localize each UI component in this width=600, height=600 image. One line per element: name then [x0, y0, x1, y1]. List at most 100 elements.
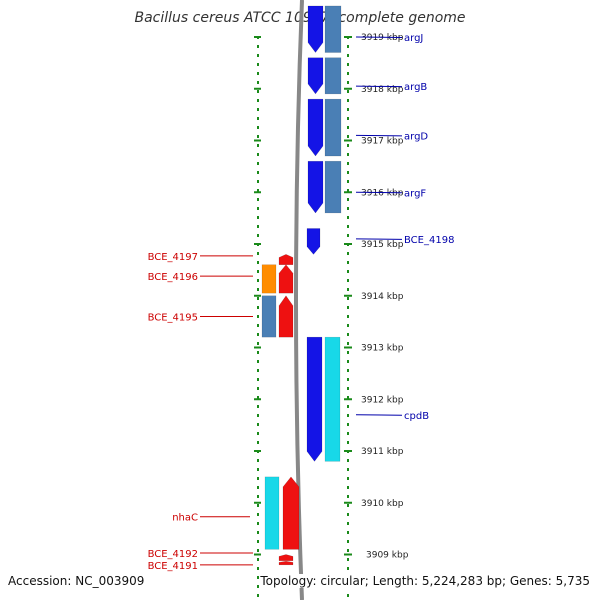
gene-label-argD: argD — [404, 131, 428, 142]
ruler-dot — [347, 63, 349, 66]
leader-line — [355, 36, 403, 38]
tick-label: 3915 kbp — [361, 240, 404, 250]
ruler-dot — [257, 270, 259, 273]
ruler-dot — [347, 405, 349, 408]
ruler-dot — [347, 126, 349, 129]
gene-arrow-argB — [307, 57, 324, 95]
gene-label-BCE_4198: BCE_4198 — [404, 235, 454, 246]
right-gene-labels: argJ argB argD argF BCE_4198 cpdB — [355, 33, 454, 422]
gene-arrow-BCE_4198 — [306, 228, 321, 255]
tick-left — [254, 346, 261, 349]
ruler-dot — [257, 495, 259, 498]
gene-label-argB: argB — [404, 82, 427, 93]
ruler-dot — [347, 558, 349, 561]
ruler-dot — [257, 576, 259, 579]
ruler-dot — [347, 504, 349, 507]
ruler-dot — [257, 153, 259, 156]
left-strand-genes — [261, 254, 300, 566]
ruler-dot — [257, 288, 259, 291]
gene-arrow-argF — [307, 160, 324, 214]
gene-label-BCE_4192: BCE_4192 — [148, 549, 198, 560]
ruler-dot — [257, 540, 259, 543]
ruler-dot — [347, 117, 349, 120]
ruler-dot — [257, 252, 259, 255]
ruler-dot — [347, 81, 349, 84]
ruler-dot — [347, 279, 349, 282]
ruler-dot — [257, 594, 259, 597]
ruler-dot — [347, 72, 349, 75]
ruler-dot — [347, 468, 349, 471]
ruler-dot — [257, 162, 259, 165]
ruler-dot — [257, 207, 259, 210]
ruler-dot — [347, 171, 349, 174]
ruler-dot — [347, 306, 349, 309]
ruler-dot — [347, 288, 349, 291]
gene-box-argF — [324, 160, 342, 214]
tick-label: 3910 kbp — [361, 499, 404, 509]
ruler-dot — [347, 45, 349, 48]
tick-right — [344, 139, 352, 142]
ruler-dot — [257, 225, 259, 228]
ruler-dot — [257, 279, 259, 282]
ruler-dot — [347, 198, 349, 201]
leader-line — [355, 238, 403, 240]
ruler-dot — [257, 306, 259, 309]
leader-line — [355, 134, 403, 137]
accession-text: Accession: NC_003909 — [8, 574, 145, 588]
ruler-dot — [347, 333, 349, 336]
ruler-dot — [257, 180, 259, 183]
ruler-dot — [347, 297, 349, 300]
tick-label: 3917 kbp — [361, 137, 404, 147]
gene-arrow-BCE_4195 — [278, 295, 294, 338]
ruler-dot — [347, 207, 349, 210]
ruler-dot — [347, 441, 349, 444]
ruler-dot — [257, 432, 259, 435]
ruler-dot — [347, 513, 349, 516]
ruler-dot — [347, 234, 349, 237]
gene-box-BCE_4196 — [261, 264, 277, 294]
ruler-dot — [347, 99, 349, 102]
gene-label-BCE_4197: BCE_4197 — [148, 252, 198, 263]
ruler-dot — [257, 324, 259, 327]
gene-box-cpdB — [324, 336, 341, 462]
ruler-dot — [257, 45, 259, 48]
gene-label-BCE_4195: BCE_4195 — [148, 312, 198, 323]
tick-label: 3913 kbp — [361, 344, 404, 354]
ruler-dot — [257, 468, 259, 471]
gene-arrow-cpdB — [306, 336, 323, 462]
ruler-dot — [257, 396, 259, 399]
ruler-dot — [347, 396, 349, 399]
leader-line — [355, 85, 403, 88]
ruler-dot — [347, 153, 349, 156]
gene-arrow-nhaC — [282, 476, 300, 550]
gene-box-argD — [324, 98, 342, 157]
tick-right — [344, 450, 352, 452]
ruler-dot — [257, 369, 259, 372]
ruler-dot — [347, 351, 349, 354]
tick-label: 3916 kbp — [361, 188, 404, 198]
axis-ticks: 3919 kbp 3918 kbp 3917 kbp 3916 kbp 3915 kbp… — [254, 33, 409, 561]
ruler-dot — [347, 225, 349, 228]
ruler-dot — [257, 360, 259, 363]
ruler-dot — [347, 414, 349, 417]
left-gene-labels: BCE_4197 BCE_4196 BCE_4195 nhaC BCE_4192BCE_… — [148, 252, 253, 572]
gene-label-cpdB: cpdB — [404, 411, 429, 422]
gene-label-BCE_4191: BCE_4191 — [148, 561, 198, 572]
tick-right — [344, 346, 352, 349]
ruler-dot — [347, 162, 349, 165]
ruler-dot — [347, 369, 349, 372]
gene-label-argJ: argJ — [404, 33, 423, 44]
ruler-dot — [257, 234, 259, 237]
ruler-dot — [347, 531, 349, 534]
genome-backbone — [294, 0, 304, 600]
ruler-dot — [347, 378, 349, 381]
tick-label: 3909 kbp — [366, 551, 409, 561]
ruler-dot — [347, 108, 349, 111]
tick-label: 3918 kbp — [361, 85, 404, 95]
ruler-dot — [257, 135, 259, 138]
right-dotted-ruler — [347, 36, 349, 597]
ruler-dot — [257, 144, 259, 147]
ruler-dot — [257, 531, 259, 534]
ruler-dot — [257, 99, 259, 102]
ruler-dot — [347, 144, 349, 147]
